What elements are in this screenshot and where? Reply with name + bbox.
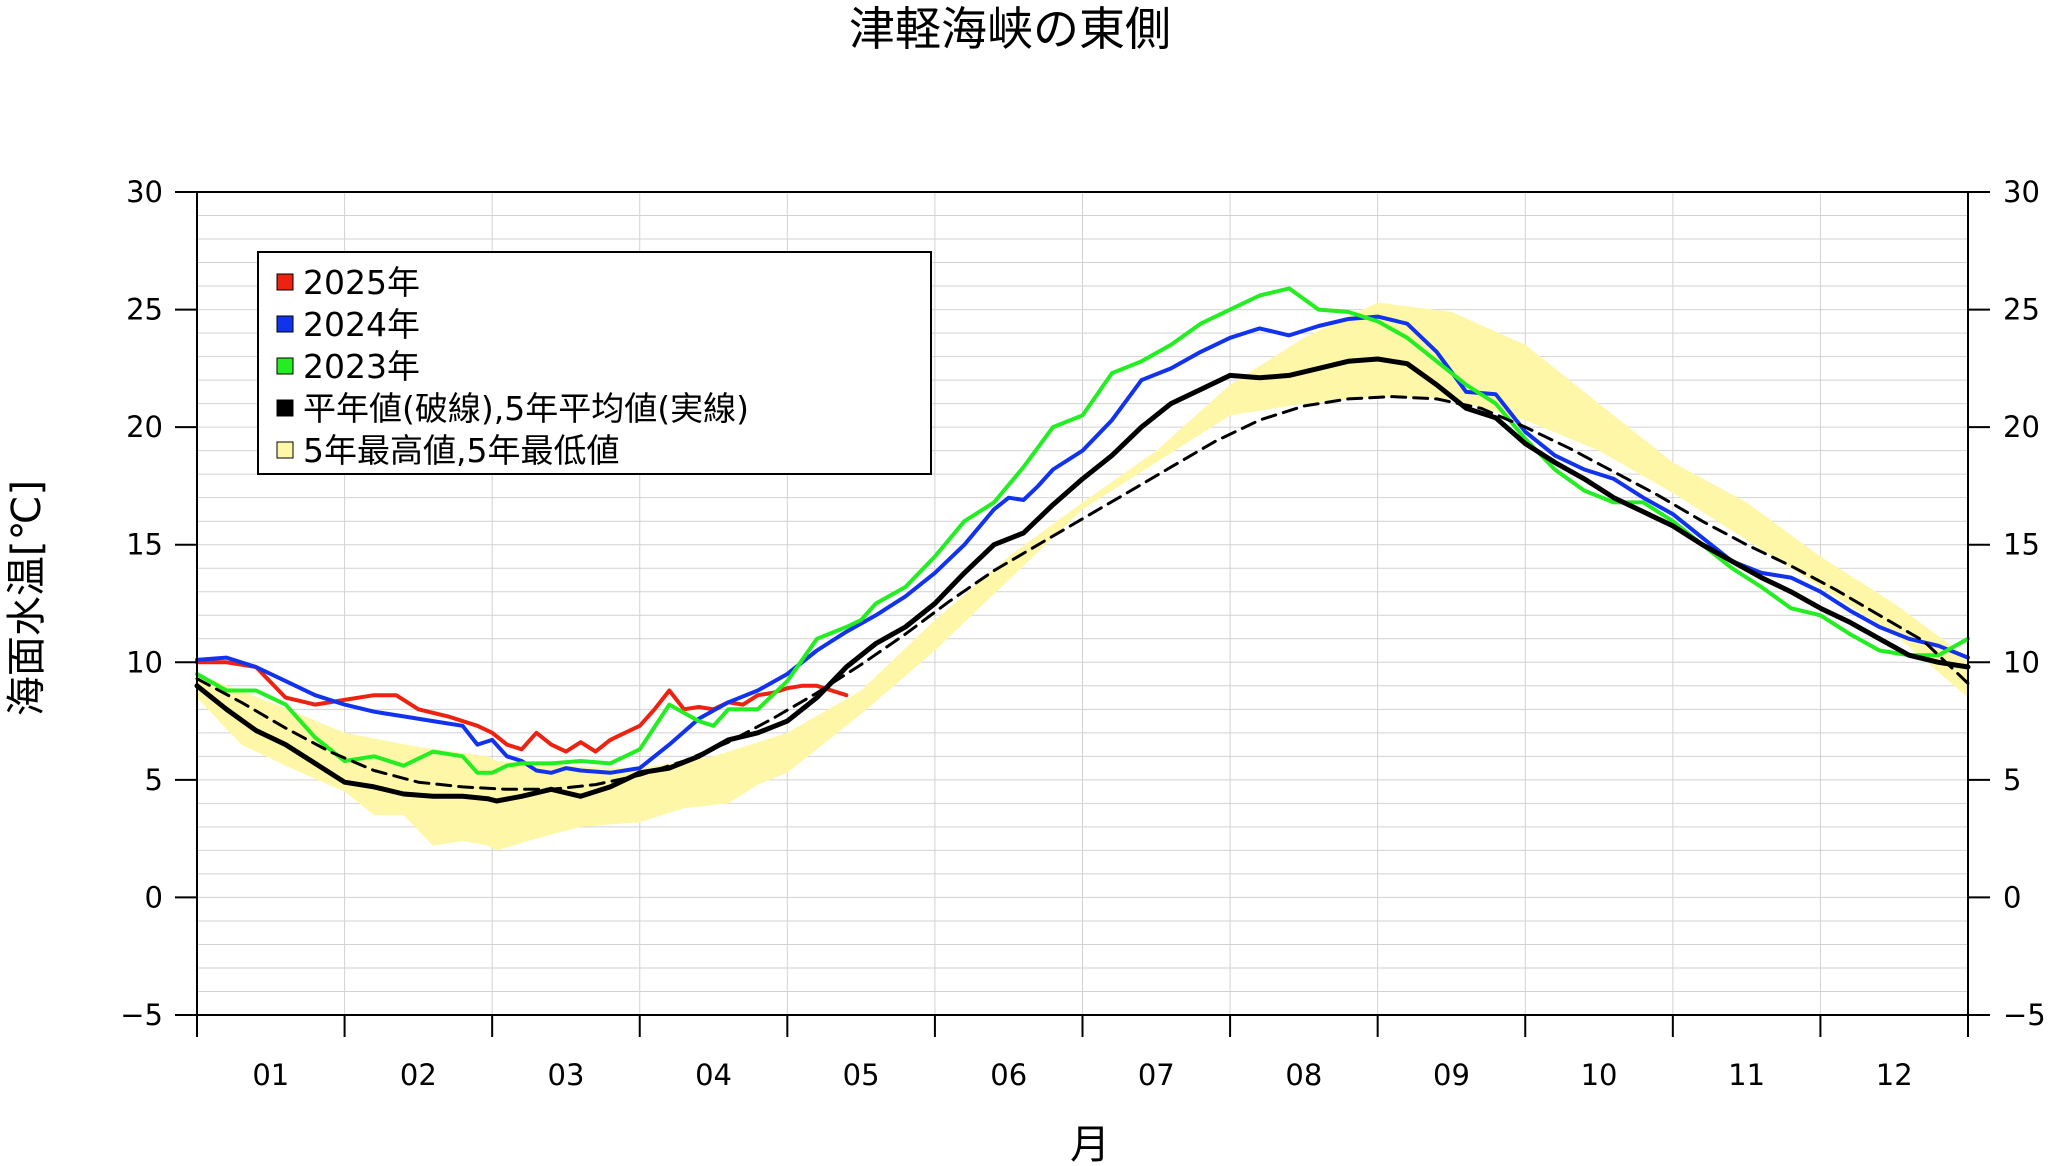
series-line-2: [195, 286, 1970, 775]
legend-box: [257, 251, 932, 475]
x-tick-label: 05: [843, 1058, 880, 1092]
y-ticks-left: −5 0 5 10 15 20 25 30: [120, 175, 197, 1032]
x-tick-label: 11: [1728, 1058, 1765, 1092]
x-tick-label: 04: [695, 1058, 732, 1092]
legend-swatch: [276, 441, 294, 459]
y-tick-label: 15: [126, 528, 163, 562]
series-line-3: [194, 356, 1971, 804]
legend-swatch: [276, 357, 294, 375]
y-ticks-right: −5 0 5 10 15 20 25 30: [1968, 175, 2046, 1032]
y-axis-title: 海面水温[℃]: [4, 480, 50, 716]
y-tick-label-right: 10: [2003, 645, 2040, 679]
y-tick-label-right: 0: [2003, 880, 2021, 914]
x-tick-label: 01: [252, 1058, 289, 1092]
legend-swatch: [276, 273, 294, 291]
legend-label: 5年最高値,5年最低値: [303, 431, 619, 470]
x-ticks: 01 02 03 04 05 06 07 08 09 10 11 12: [196, 1015, 1969, 1092]
x-tick-label: 12: [1876, 1058, 1913, 1092]
y-tick-label: 5: [145, 763, 163, 797]
x-axis-title: 月: [1070, 1122, 1110, 1166]
x-tick-label: 02: [400, 1058, 437, 1092]
y-tick-label: 25: [126, 293, 163, 327]
y-tick-label-right: 25: [2003, 293, 2040, 327]
band-area: [197, 302, 1968, 851]
series-line-1: [195, 314, 1970, 775]
legend-label: 平年値(破線),5年平均値(実線): [303, 389, 749, 428]
x-tick-label: 09: [1433, 1058, 1470, 1092]
y-tick-label-right: −5: [2003, 998, 2046, 1032]
y-tick-label: 30: [126, 175, 163, 209]
x-tick-label: 07: [1138, 1058, 1175, 1092]
legend: 2025年2024年2023年平年値(破線),5年平均値(実線)5年最高値,5年…: [257, 251, 932, 475]
y-tick-label-right: 5: [2003, 763, 2021, 797]
y-tick-label: −5: [120, 998, 163, 1032]
series-lines: [194, 286, 1971, 804]
series-line-4: [195, 395, 1970, 791]
series-line-0: [195, 660, 849, 754]
legend-swatch: [276, 399, 294, 417]
y-tick-label-right: 30: [2003, 175, 2040, 209]
y-tick-label: 10: [126, 645, 163, 679]
y-tick-label: 0: [145, 880, 163, 914]
grid-vertical: [344, 192, 1821, 1015]
legend-label: 2023年: [303, 347, 420, 386]
x-tick-label: 03: [548, 1058, 585, 1092]
y-tick-label-right: 20: [2003, 410, 2040, 444]
y-tick-label-right: 15: [2003, 528, 2040, 562]
min-max-band: [197, 302, 1968, 851]
x-tick-label: 08: [1285, 1058, 1322, 1092]
x-tick-label: 10: [1581, 1058, 1618, 1092]
legend-label: 2024年: [303, 305, 420, 344]
x-tick-label: 06: [990, 1058, 1027, 1092]
legend-label: 2025年: [303, 263, 420, 302]
chart-title: 津軽海峡の東側: [849, 2, 1171, 56]
legend-swatch: [276, 315, 294, 333]
y-tick-label: 20: [126, 410, 163, 444]
